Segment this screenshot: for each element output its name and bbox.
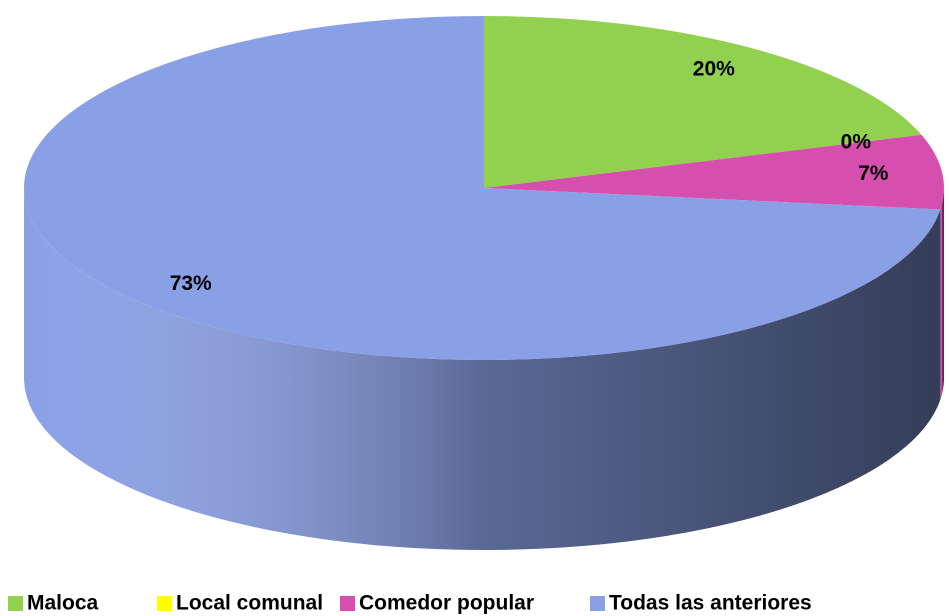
pie-side-shade [24, 188, 941, 550]
pie-slice [484, 134, 945, 210]
data-label: 0% [841, 130, 872, 153]
legend-swatch [590, 596, 605, 611]
pie-slice [484, 16, 922, 188]
legend-swatch [157, 596, 172, 611]
legend-swatch [8, 596, 23, 611]
legend-label: Todas las anteriores [609, 592, 812, 615]
legend-swatch [340, 596, 355, 611]
legend-label: Local comunal [176, 592, 323, 615]
data-label: 73% [170, 272, 212, 295]
pie-side-shade [940, 188, 944, 400]
legend-label: Comedor popular [359, 592, 534, 615]
data-label: 7% [858, 162, 889, 185]
data-label: 20% [693, 57, 735, 80]
pie-slice [23, 16, 941, 360]
legend-label: Maloca [27, 592, 99, 615]
